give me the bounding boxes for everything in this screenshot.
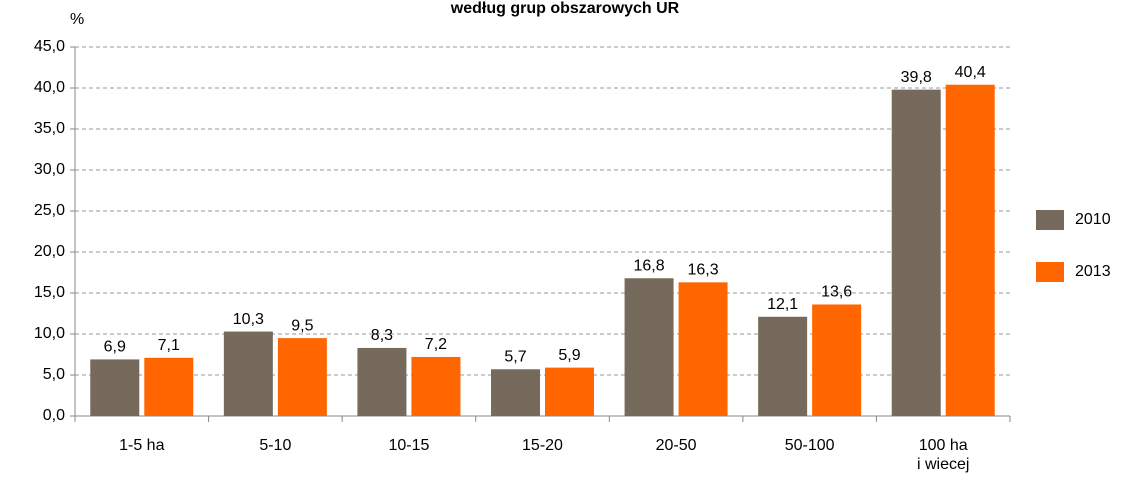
y-tick-label: 45,0: [34, 38, 65, 55]
legend-label: 2010: [1075, 211, 1111, 228]
legend-swatch: [1036, 210, 1064, 230]
bar: [357, 347, 407, 416]
legend-swatch: [1036, 262, 1064, 282]
bar: [277, 338, 327, 416]
y-axis-label: %: [70, 11, 84, 28]
bar: [90, 359, 140, 416]
value-label: 10,3: [233, 311, 264, 328]
y-tick-label: 20,0: [34, 243, 65, 260]
x-tick-label: 5-10: [259, 437, 291, 454]
value-label: 5,9: [558, 347, 580, 364]
bar: [223, 331, 273, 416]
value-label: 6,9: [104, 339, 126, 356]
x-tick-label: 100 ha i wiecej: [917, 437, 969, 473]
value-label: 40,4: [955, 64, 986, 81]
value-label: 7,1: [158, 337, 180, 354]
bar: [624, 278, 674, 416]
x-tick-label: 1-5 ha: [119, 437, 164, 454]
x-tick-label: 50-100: [785, 437, 835, 454]
x-tick-label: 15-20: [522, 437, 563, 454]
bar: [144, 357, 194, 416]
bar: [812, 304, 862, 416]
y-tick-label: 35,0: [34, 120, 65, 137]
bar: [891, 89, 941, 416]
bar: [758, 316, 808, 416]
bar: [945, 84, 995, 416]
value-label: 7,2: [425, 336, 447, 353]
bar: [411, 356, 461, 416]
chart-title: według grup obszarowych UR: [450, 0, 680, 17]
legend-label: 2013: [1075, 263, 1111, 280]
value-label: 16,8: [634, 257, 665, 274]
y-tick-label: 10,0: [34, 325, 65, 342]
value-label: 13,6: [821, 284, 852, 301]
bar: [491, 369, 540, 416]
value-label: 9,5: [291, 317, 313, 334]
value-label: 8,3: [371, 327, 393, 344]
y-tick-label: 5,0: [43, 366, 65, 383]
y-tick-label: 0,0: [43, 407, 65, 424]
y-tick-label: 15,0: [34, 284, 65, 301]
value-label: 5,7: [504, 348, 526, 365]
y-tick-label: 25,0: [34, 202, 65, 219]
value-label: 16,3: [688, 262, 719, 279]
bar: [678, 282, 728, 416]
x-tick-label: 10-15: [388, 437, 429, 454]
x-tick-label: 20-50: [656, 437, 697, 454]
y-tick-label: 40,0: [34, 79, 65, 96]
bar: [545, 367, 594, 416]
value-label: 39,8: [901, 69, 932, 86]
value-label: 12,1: [767, 296, 798, 313]
y-tick-label: 30,0: [34, 161, 65, 178]
